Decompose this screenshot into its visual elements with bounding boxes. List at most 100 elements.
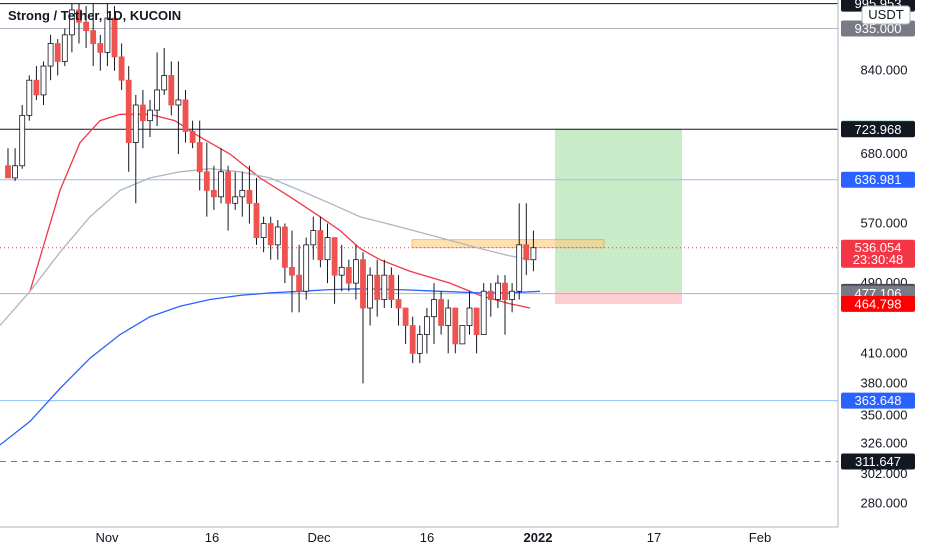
candle <box>111 5 118 71</box>
candle <box>303 237 310 300</box>
moving-average-line <box>0 168 531 326</box>
currency-badge-box <box>861 5 911 25</box>
candle <box>210 165 217 210</box>
price-tag-label: 363.648 <box>855 393 902 408</box>
candle <box>182 89 189 143</box>
candle <box>445 299 452 354</box>
candle <box>360 252 366 384</box>
time-tick-label: Nov <box>95 530 119 545</box>
candle <box>502 275 508 335</box>
candle-body <box>530 247 537 261</box>
candle-body <box>281 226 288 268</box>
candle-body <box>438 299 445 326</box>
candle <box>118 43 125 90</box>
candle-body <box>502 282 508 300</box>
candle-body <box>54 43 61 62</box>
candle-body <box>246 189 253 204</box>
candle-body <box>253 202 260 239</box>
candle-body <box>139 104 146 122</box>
candle-body <box>118 56 125 81</box>
time-tick-label: Dec <box>307 530 331 545</box>
candle-body <box>303 244 310 292</box>
price-tag: 464.798 <box>841 295 915 312</box>
candle-body <box>132 104 139 143</box>
candle <box>5 148 11 179</box>
candle-body <box>19 114 26 167</box>
price-tick-label: 350.000 <box>861 408 908 423</box>
candle <box>97 34 104 71</box>
candle-body <box>338 266 345 276</box>
candle-body <box>431 299 437 318</box>
price-tick-label: 570.000 <box>861 216 908 231</box>
time-tick-label: 17 <box>647 530 661 545</box>
candle <box>61 28 68 67</box>
candle <box>253 177 260 245</box>
candle-body <box>76 9 82 23</box>
candle <box>33 66 40 100</box>
candle-body <box>360 259 366 309</box>
candle <box>388 267 395 309</box>
candle <box>423 308 430 354</box>
candle-body <box>296 274 303 292</box>
candle-body <box>147 109 153 122</box>
candle <box>225 165 232 231</box>
candle-body <box>168 75 175 106</box>
candle-body <box>445 307 452 326</box>
candle <box>147 99 153 137</box>
price-tick-label: 410.000 <box>861 345 908 360</box>
candle <box>352 244 359 300</box>
price-tag-box <box>841 121 915 138</box>
price-tag: 636.981 <box>841 171 915 188</box>
candle-body <box>225 171 232 204</box>
currency-badge-label: USDT <box>868 7 903 22</box>
candle <box>139 89 146 149</box>
candle-body <box>218 171 224 198</box>
candle <box>239 171 246 217</box>
candle <box>324 223 331 284</box>
candle-body <box>267 223 274 246</box>
candle <box>132 94 139 204</box>
candle-body <box>161 75 168 91</box>
candle-body <box>395 299 402 309</box>
candle <box>310 216 317 260</box>
price-tag: 363.648 <box>841 392 915 409</box>
candle <box>69 3 75 53</box>
candle <box>196 120 203 191</box>
moving-average-line <box>0 288 541 446</box>
price-tick-label: 840.000 <box>861 63 908 78</box>
candle-body <box>5 165 11 179</box>
stop-zone <box>555 291 682 304</box>
price-tick-label: 326.000 <box>861 436 908 451</box>
candle-body <box>104 17 111 53</box>
candle-body <box>487 290 494 300</box>
candle <box>189 120 196 149</box>
candle-body <box>175 99 182 106</box>
candle-body <box>402 307 409 326</box>
candle <box>40 61 47 106</box>
currency-badge[interactable]: USDT <box>861 5 911 25</box>
price-tag-label: 536.054 <box>855 240 902 255</box>
candle <box>161 47 168 95</box>
candle <box>452 307 459 354</box>
candle <box>473 307 480 354</box>
candle <box>267 216 274 260</box>
price-tag-label: 23:30:48 <box>853 252 904 267</box>
candle <box>12 148 19 181</box>
candle <box>47 34 54 81</box>
candle <box>289 230 295 313</box>
price-tag-label: 723.968 <box>855 122 902 137</box>
candle <box>459 325 466 345</box>
candle <box>175 61 182 154</box>
candle <box>381 259 388 309</box>
candle-body <box>352 259 359 284</box>
candle <box>125 66 132 172</box>
candle <box>154 52 161 127</box>
candle-body <box>388 274 395 300</box>
candle-body <box>374 274 381 300</box>
candle <box>466 291 473 335</box>
candle-body <box>317 230 324 261</box>
price-tick-label: 680.000 <box>861 146 908 161</box>
candle-body <box>125 79 132 143</box>
candle-body <box>154 89 161 111</box>
